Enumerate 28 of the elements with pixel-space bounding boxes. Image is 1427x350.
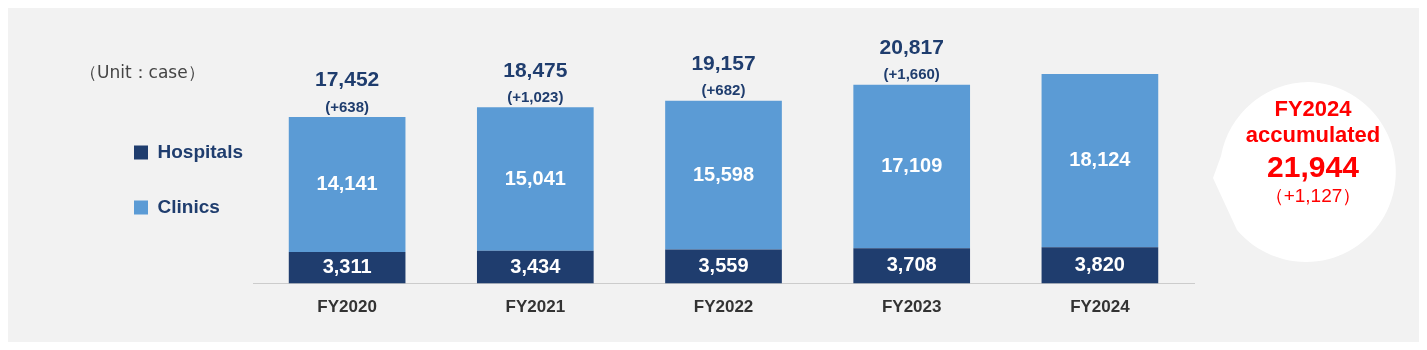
bar [665,100,782,250]
x-tick-label: FY2024 [1070,297,1131,317]
data-label: 3,434 [510,254,562,277]
total-label: 18,475 (+1,023) [503,57,568,105]
data-label: 3,820 [1074,252,1125,275]
chart-subtitle: （Unit：case） [80,62,205,83]
data-label: 17,109 [881,154,943,177]
text: FY2024 accumulated 21,944 （+1,127） [1244,96,1382,208]
x-tick-label: FY2020 [317,297,377,317]
data-label: 14,141 [316,172,378,194]
bar [476,107,594,251]
data-label: 3,708 [886,253,937,276]
data-label: 3,559 [698,254,749,277]
data-label: 18,124 [1069,148,1132,171]
total-label: 17,452 (+638) [315,67,380,115]
data-label: 3,311 [322,255,372,278]
x-tick-label: FY2022 [693,297,754,317]
bar [288,116,406,252]
total-label: 19,157 (+682) [691,51,756,99]
data-label: 15,598 [692,162,755,185]
bar [1041,74,1159,248]
legend-label: Clinics [157,195,220,217]
legend-label: Hospitals [157,140,244,162]
x-tick-label: FY2021 [505,297,566,317]
data-label: 15,041 [504,166,566,189]
x-tick-label: FY2023 [881,297,942,317]
bar [853,84,971,249]
total-label: 20,817 (+1,660) [879,35,944,83]
